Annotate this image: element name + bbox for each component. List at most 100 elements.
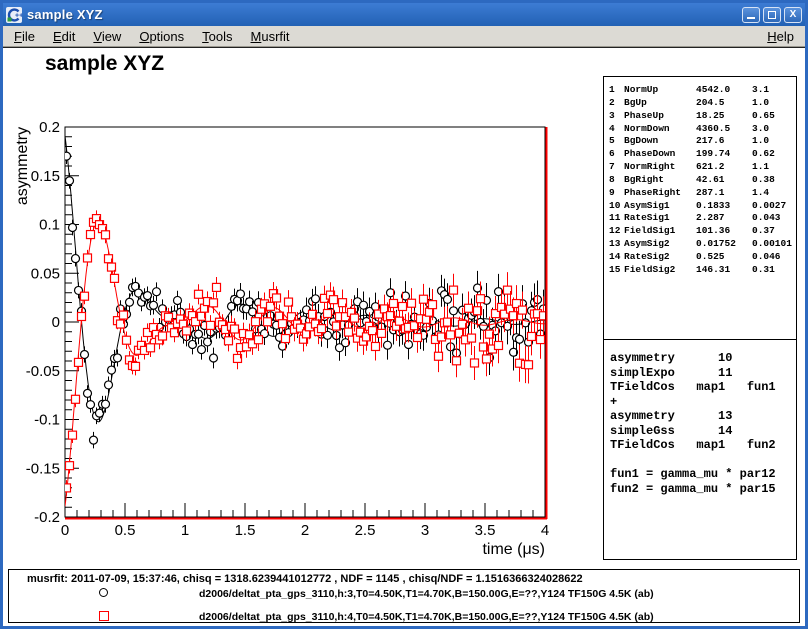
parameter-row: 5BgDown217.61.0 [609,135,796,148]
param-name: RateSig1 [624,212,696,225]
minimize-button[interactable] [742,7,760,23]
maximize-icon [768,11,776,19]
menu-item-help[interactable]: Help [758,27,803,46]
param-value: 4360.5 [696,123,752,136]
param-value: 18.25 [696,110,752,123]
param-name: BgUp [624,97,696,110]
parameter-row: 9PhaseRight287.11.4 [609,187,796,200]
param-name: AsymSig1 [624,200,696,213]
theory-line: simpleGss 14 [610,424,794,439]
parameter-row: 12FieldSig1101.360.37 [609,225,796,238]
parameter-row: 10AsymSig10.18330.0027 [609,200,796,213]
svg-text:2: 2 [301,522,309,539]
svg-text:-0.1: -0.1 [34,412,60,429]
menu-item-view[interactable]: View [84,27,130,46]
parameter-row: 7NormRight621.21.1 [609,161,796,174]
parameter-row: 15FieldSig2146.310.31 [609,264,796,277]
param-name: NormRight [624,161,696,174]
x-axis-label: time (μs) [482,541,545,558]
param-value: 101.36 [696,225,752,238]
y-axis-label: asymmetry [14,127,31,205]
param-error: 0.62 [752,148,796,161]
param-error: 1.4 [752,187,796,200]
param-value: 199.74 [696,148,752,161]
param-num: 2 [609,97,624,110]
parameter-row: 8BgRight42.610.38 [609,174,796,187]
fit-info-line: musrfit: 2011-07-09, 15:37:46, chisq = 1… [27,573,583,585]
parameter-row: 11RateSig12.2870.043 [609,212,796,225]
param-name: BgDown [624,135,696,148]
param-num: 5 [609,135,624,148]
menu-item-file[interactable]: File [5,27,44,46]
run-label: d2006/deltat_pta_gps_3110,h:3,T0=4.50K,T… [199,588,654,600]
menu-item-musrfit[interactable]: Musrfit [242,27,299,46]
svg-text:3.5: 3.5 [475,522,496,539]
menu-item-edit[interactable]: Edit [44,27,84,46]
param-value: 146.31 [696,264,752,277]
run-legend-row: d2006/deltat_pta_gps_3110,h:4,T0=4.50K,T… [9,610,799,624]
param-error: 0.046 [752,251,796,264]
svg-text:0.15: 0.15 [31,168,60,185]
param-error: 0.37 [752,225,796,238]
fit-curve [65,136,545,422]
param-name: PhaseUp [624,110,696,123]
theory-line: TFieldCos map1 fun1 [610,380,794,395]
parameter-row: 14RateSig20.5250.046 [609,251,796,264]
param-name: FieldSig2 [624,264,696,277]
svg-text:0.5: 0.5 [115,522,136,539]
menu-item-tools[interactable]: Tools [193,27,241,46]
param-num: 1 [609,84,624,97]
theory-line: asymmetry 10 [610,351,794,366]
param-value: 42.61 [696,174,752,187]
fit-parameter-box: 1NormUp4542.03.12BgUp204.51.03PhaseUp18.… [603,76,797,560]
svg-text:-0.2: -0.2 [34,509,60,526]
svg-text:4: 4 [541,522,549,539]
parameter-row: 3PhaseUp18.250.65 [609,110,796,123]
param-error: 0.0027 [752,200,796,213]
param-num: 15 [609,264,624,277]
titlebar[interactable]: ++ sample XYZ X [3,3,805,26]
param-num: 10 [609,200,624,213]
minimize-icon [747,17,755,19]
svg-text:0.1: 0.1 [39,217,60,234]
param-value: 0.525 [696,251,752,264]
theory-line: fun2 = gamma_mu * par15 [610,482,794,497]
param-value: 0.1833 [696,200,752,213]
root-canvas: sample XYZ 00.511.522.533.540.20.150.10.… [3,47,805,626]
close-button[interactable]: X [784,7,802,23]
run-label: d2006/deltat_pta_gps_3110,h:4,T0=4.50K,T… [199,611,654,623]
parameter-row: 2BgUp204.51.0 [609,97,796,110]
square-marker-icon [99,611,109,621]
param-value: 217.6 [696,135,752,148]
param-num: 11 [609,212,624,225]
svg-text:-0.15: -0.15 [26,460,60,477]
maximize-button[interactable] [763,7,781,23]
param-error: 0.65 [752,110,796,123]
svg-text:3: 3 [421,522,429,539]
parameter-row: 1NormUp4542.03.1 [609,84,796,97]
theory-block: asymmetry 10simplExpo 11TFieldCos map1 f… [610,351,794,496]
window-title: sample XYZ [27,7,103,22]
param-value: 621.2 [696,161,752,174]
svg-text:1: 1 [181,522,189,539]
series-square [63,210,548,506]
param-error: 0.043 [752,212,796,225]
svg-text:0.05: 0.05 [31,265,60,282]
param-num: 13 [609,238,624,251]
parameter-row: 13AsymSig20.017520.00101 [609,238,796,251]
svg-text:-0.05: -0.05 [26,363,60,380]
menu-item-options[interactable]: Options [130,27,193,46]
circle-marker-icon [99,588,108,597]
param-value: 0.01752 [696,238,752,251]
param-error: 1.0 [752,135,796,148]
run-legend-row: d2006/deltat_pta_gps_3110,h:3,T0=4.50K,T… [9,587,799,601]
parameter-list: 1NormUp4542.03.12BgUp204.51.03PhaseUp18.… [604,84,796,277]
svg-text:++: ++ [15,12,22,19]
theory-line: TFieldCos map1 fun2 [610,438,794,453]
svg-text:0: 0 [61,522,69,539]
param-value: 287.1 [696,187,752,200]
svg-text:2.5: 2.5 [355,522,376,539]
param-name: RateSig2 [624,251,696,264]
param-value: 4542.0 [696,84,752,97]
theory-line [610,453,794,468]
